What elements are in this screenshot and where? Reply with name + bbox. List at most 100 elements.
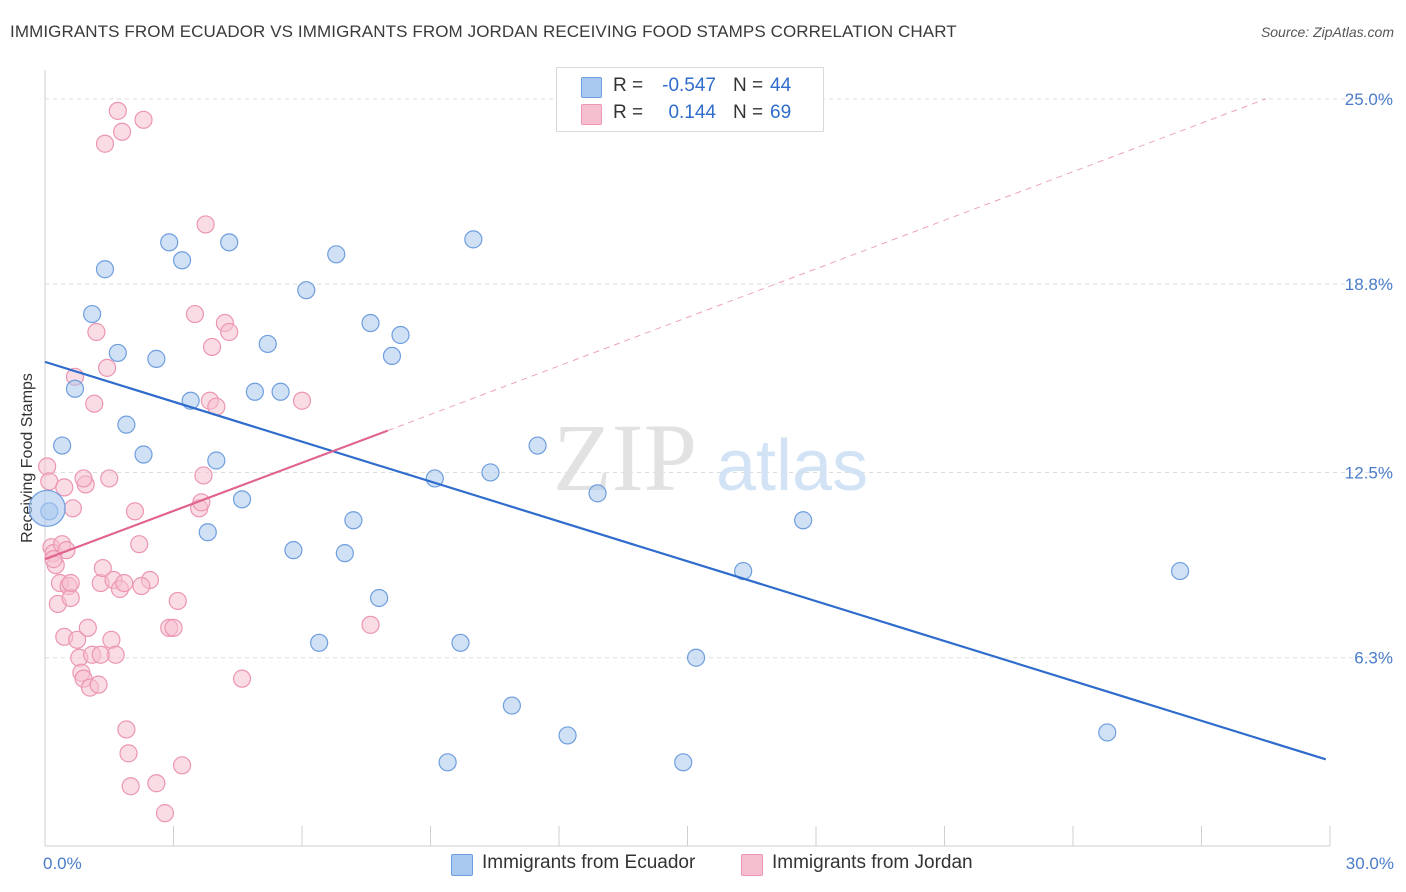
jordan-point — [194, 466, 213, 485]
jordan-point — [68, 630, 87, 649]
jordan-point — [125, 502, 145, 521]
ecuador-point — [686, 648, 706, 667]
legend-n-value: 44 — [770, 75, 792, 96]
legend-n-value: 69 — [770, 102, 792, 123]
ecuador-point — [588, 484, 607, 503]
jordan-point — [78, 618, 97, 637]
legend-swatch-jordan — [741, 854, 763, 876]
ecuador-point — [310, 633, 329, 652]
ecuador-trendline — [44, 360, 1327, 761]
legend-row-ecuador: R = -0.547 N = 44 — [557, 73, 823, 101]
legend-n-label: N = — [733, 75, 764, 96]
jordan-point — [172, 756, 192, 775]
x-tick-label-min: 0.0% — [43, 854, 82, 873]
ecuador-point — [558, 726, 577, 745]
jordan-points — [38, 101, 380, 823]
jordan-point — [100, 469, 119, 488]
x-ticks — [44, 826, 1331, 846]
ecuador-point — [53, 436, 72, 455]
y-tick-label: 18.8% — [1345, 275, 1393, 294]
ecuador-point — [198, 523, 217, 542]
jordan-point — [108, 101, 127, 120]
jordan-point — [87, 322, 106, 342]
jordan-point — [220, 322, 239, 342]
jordan-point — [91, 645, 110, 664]
trendlines — [44, 98, 1327, 761]
ecuador-point — [297, 281, 316, 300]
legend-row-jordan: R = 0.144 N = 69 — [557, 100, 823, 128]
ecuador-point — [108, 343, 127, 363]
jordan-trendline — [44, 429, 389, 561]
ecuador-point — [172, 251, 192, 270]
jordan-point — [38, 457, 57, 476]
ecuador-point — [1170, 561, 1190, 581]
jordan-point — [155, 804, 175, 823]
jordan-point — [132, 576, 151, 596]
y-tick-label: 6.3% — [1354, 649, 1393, 668]
ecuador-point — [245, 382, 264, 401]
grid-lines — [45, 98, 1392, 659]
watermark: ZIP atlas — [553, 404, 868, 511]
chart-title: IMMIGRANTS FROM ECUADOR VS IMMIGRANTS FR… — [10, 22, 957, 41]
y-tick-label: 25.0% — [1345, 90, 1393, 109]
jordan-point — [119, 744, 138, 763]
jordan-point — [61, 573, 80, 593]
ecuador-point — [220, 233, 239, 252]
ecuador-point — [95, 260, 115, 279]
jordan-point — [89, 675, 108, 694]
jordan-point — [232, 669, 252, 688]
ecuador-point — [451, 633, 470, 652]
ecuador-point — [117, 415, 136, 434]
ecuador-point-large — [28, 489, 66, 527]
jordan-point — [361, 615, 380, 634]
legend-swatch-ecuador — [451, 854, 473, 876]
jordan-point — [130, 535, 149, 554]
jordan-point — [95, 134, 115, 153]
x-tick-labels: 0.0% 30.0% — [43, 854, 1394, 873]
ecuador-point — [1098, 723, 1117, 742]
ecuador-point — [464, 230, 483, 249]
ecuador-point — [391, 325, 410, 345]
jordan-point — [74, 469, 93, 488]
ecuador-point — [160, 233, 179, 252]
legend-label-ecuador: Immigrants from Ecuador — [482, 852, 696, 873]
ecuador-point — [258, 334, 277, 354]
jordan-trendline-extension — [387, 98, 1266, 432]
jordan-point — [164, 618, 183, 637]
ecuador-point — [147, 349, 166, 368]
ecuador-point — [284, 541, 303, 560]
ecuador-point — [438, 753, 457, 772]
watermark-atlas: atlas — [716, 426, 868, 506]
ecuador-point — [65, 379, 85, 398]
jordan-point — [292, 391, 312, 410]
jordan-point — [55, 478, 74, 497]
ecuador-points — [28, 230, 1190, 772]
ecuador-point — [134, 445, 153, 464]
y-tick-label: 12.5% — [1345, 463, 1393, 482]
legend-swatch-jordan — [581, 104, 602, 125]
ecuador-point — [344, 511, 363, 530]
ecuador-point — [271, 382, 290, 401]
ecuador-point — [674, 753, 693, 772]
jordan-point — [112, 122, 132, 141]
legend-r-label: R = — [613, 102, 644, 123]
series-legend: Immigrants from Ecuador Immigrants from … — [0, 852, 1406, 878]
jordan-point — [93, 558, 112, 578]
jordan-point — [202, 337, 222, 357]
legend-r-value: 0.144 — [668, 102, 716, 123]
ecuador-point — [361, 313, 380, 333]
jordan-point — [115, 573, 134, 593]
jordan-point — [185, 304, 205, 324]
legend-label-jordan: Immigrants from Jordan — [772, 852, 973, 873]
jordan-point — [121, 777, 140, 796]
legend-r-value: -0.547 — [662, 75, 716, 96]
jordan-point — [63, 499, 82, 518]
jordan-point — [117, 720, 136, 739]
jordan-point — [85, 394, 104, 413]
legend-swatch-ecuador — [581, 77, 602, 98]
legend-r-label: R = — [613, 75, 644, 96]
watermark-zip: ZIP — [553, 404, 697, 511]
jordan-point — [196, 215, 215, 234]
ecuador-point — [794, 511, 813, 530]
